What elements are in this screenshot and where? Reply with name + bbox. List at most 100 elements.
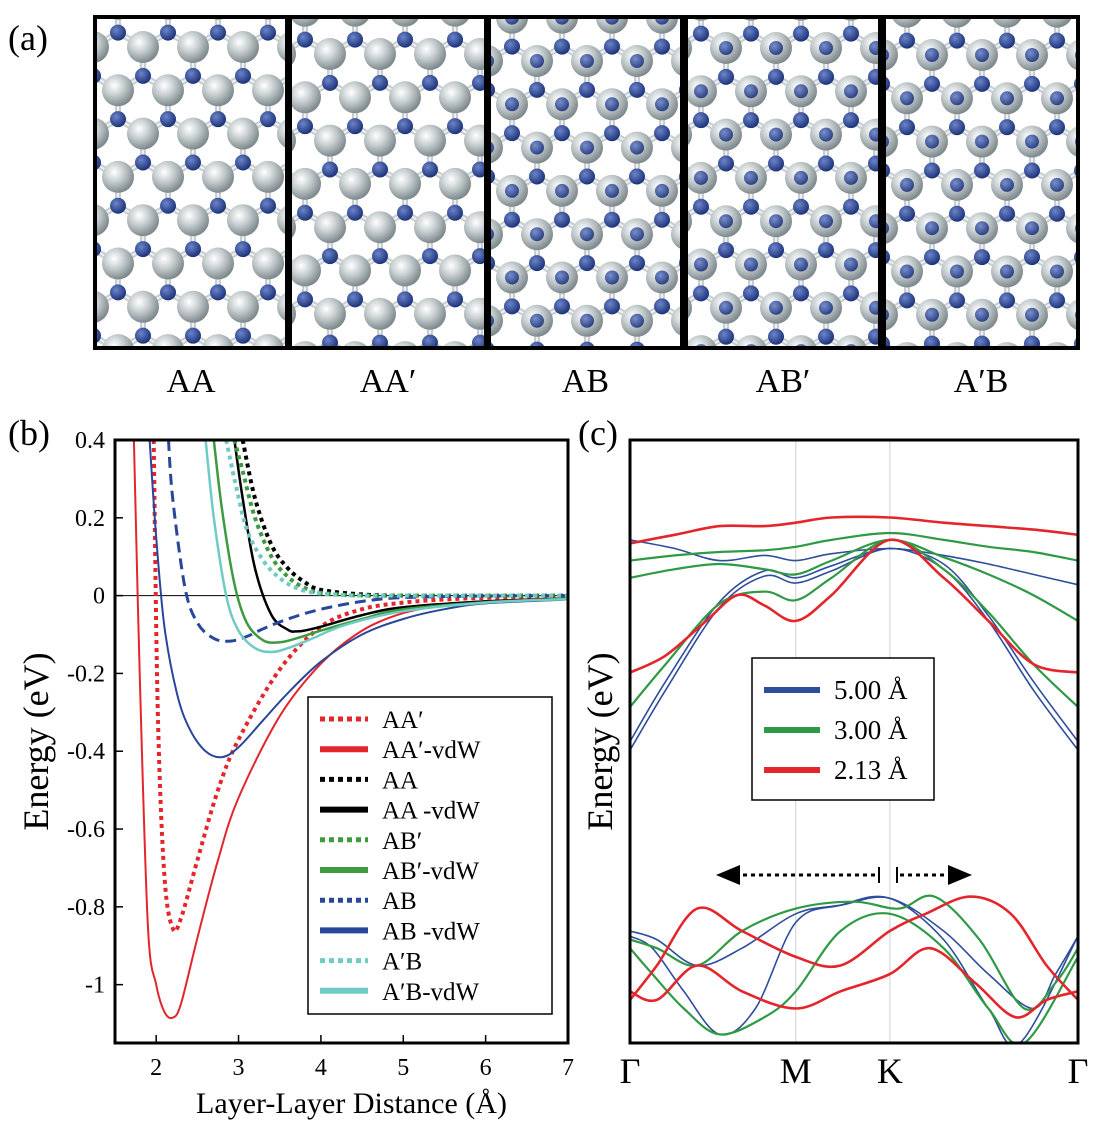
nitrogen-atom xyxy=(719,41,733,55)
structure-label: AB xyxy=(562,363,609,400)
boron-atom xyxy=(202,334,234,348)
k-point-label: Γ xyxy=(620,1051,641,1091)
y-tick-label: -0.4 xyxy=(67,739,105,765)
nitrogen-atom xyxy=(643,372,659,388)
nitrogen-atom xyxy=(185,414,201,430)
nitrogen-atom xyxy=(1049,32,1065,49)
boron-atom xyxy=(610,378,642,410)
boron-atom xyxy=(52,74,84,106)
nitrogen-atom xyxy=(235,67,251,84)
nitrogen-atom xyxy=(755,444,769,458)
nitrogen-atom xyxy=(899,119,915,136)
x-tick-label: 7 xyxy=(562,1055,574,1081)
boron-atom xyxy=(339,428,371,460)
nitrogen-atom xyxy=(818,328,834,345)
boron-atom xyxy=(339,254,371,287)
nitrogen-atom xyxy=(694,431,708,445)
boron-atom xyxy=(464,384,496,416)
boron-atom xyxy=(252,74,284,107)
nitrogen-atom xyxy=(505,444,519,458)
boron-atom xyxy=(314,38,346,70)
nitrogen-atom xyxy=(900,91,914,106)
nitrogen-atom xyxy=(754,472,770,488)
nitrogen-atom xyxy=(950,264,964,279)
boron-atom xyxy=(202,160,234,193)
nitrogen-atom xyxy=(530,313,544,328)
nitrogen-atom xyxy=(924,75,940,92)
nitrogen-atom xyxy=(618,415,634,431)
structure-frame xyxy=(93,15,289,350)
nitrogen-atom xyxy=(529,168,545,185)
band-5.00 Å CB1 xyxy=(630,547,1078,751)
nitrogen-atom xyxy=(843,459,859,475)
boron-atom xyxy=(941,429,973,461)
boron-atom xyxy=(686,335,717,348)
nitrogen-atom xyxy=(1024,75,1040,92)
series-AA -vdW xyxy=(233,440,568,633)
nitrogen-atom xyxy=(110,371,126,387)
structure-label: AB′ xyxy=(756,363,811,400)
nitrogen-atom xyxy=(793,198,809,215)
nitrogen-atom xyxy=(1074,0,1090,5)
nitrogen-atom xyxy=(505,183,519,198)
nitrogen-atom xyxy=(944,0,958,12)
nitrogen-atom xyxy=(693,112,709,129)
nitrogen-atom xyxy=(1050,91,1064,106)
atoms xyxy=(429,0,770,488)
nitrogen-atom xyxy=(522,421,538,437)
nitrogen-atom xyxy=(875,394,889,408)
boron-atom xyxy=(27,204,59,236)
nitrogen-atom xyxy=(974,422,990,438)
nitrogen-atom xyxy=(975,221,989,236)
legend: 5.00 Å 3.00 Å 2.13 Å xyxy=(751,657,935,801)
nitrogen-atom xyxy=(644,431,658,445)
boron-atom xyxy=(710,378,742,410)
nitrogen-atom xyxy=(429,0,445,11)
nitrogen-atom xyxy=(949,205,965,222)
legend-entry: A′B-vdW xyxy=(382,979,480,1006)
nitrogen-atom xyxy=(694,0,708,12)
nitrogen-atom xyxy=(247,378,263,394)
nitrogen-atom xyxy=(347,31,363,48)
nitrogen-atom xyxy=(605,270,619,285)
nitrogen-atom xyxy=(1025,221,1039,236)
nitrogen-atom xyxy=(999,32,1015,49)
band-structure-plot: Γ M K Γ Energy (eV) 5.00 Å 3.00 Å 2.13 Å xyxy=(580,438,1088,1091)
nitrogen-atom xyxy=(210,284,226,301)
nitrogen-atom xyxy=(819,127,833,142)
nitrogen-atom xyxy=(655,183,669,198)
nitrogen-atom xyxy=(844,170,858,185)
boron-atom xyxy=(127,31,159,63)
nitrogen-atom xyxy=(924,422,940,438)
nitrogen-atom xyxy=(1050,264,1064,279)
nitrogen-atom xyxy=(160,111,176,128)
nitrogen-atom xyxy=(372,421,388,437)
structure-ab: AB xyxy=(429,0,770,488)
nitrogen-atom xyxy=(925,307,939,322)
legend-entry: A′B xyxy=(382,949,422,976)
nitrogen-atom xyxy=(718,242,734,259)
nitrogen-atom xyxy=(629,255,645,272)
nitrogen-atom xyxy=(372,248,388,265)
nitrogen-atom xyxy=(630,54,644,68)
structure-apb: A′B xyxy=(875,0,1090,482)
nitrogen-atom xyxy=(900,177,914,192)
nitrogen-atom xyxy=(974,335,990,348)
boron-atom xyxy=(27,377,59,409)
legend: AA′ AA′-vdW AA AA -vdW AB′ AB′-vdW AB AB -vdW A′… xyxy=(307,696,553,1015)
nitrogen-atom xyxy=(447,31,463,48)
nitrogen-atom xyxy=(705,444,719,458)
nitrogen-atom xyxy=(547,465,563,481)
nitrogen-atom xyxy=(629,81,645,98)
nitrogen-atom xyxy=(999,466,1015,482)
nitrogen-atom xyxy=(894,0,908,12)
nitrogen-atom xyxy=(704,385,720,401)
nitrogen-atom xyxy=(718,155,734,172)
y-tick-label: -0.6 xyxy=(67,817,105,843)
boron-atom xyxy=(464,297,486,330)
nitrogen-atom xyxy=(322,248,338,265)
nitrogen-atom xyxy=(744,0,758,12)
nitrogen-atom xyxy=(604,211,620,228)
nitrogen-atom xyxy=(372,334,388,348)
boron-atom xyxy=(252,334,284,348)
